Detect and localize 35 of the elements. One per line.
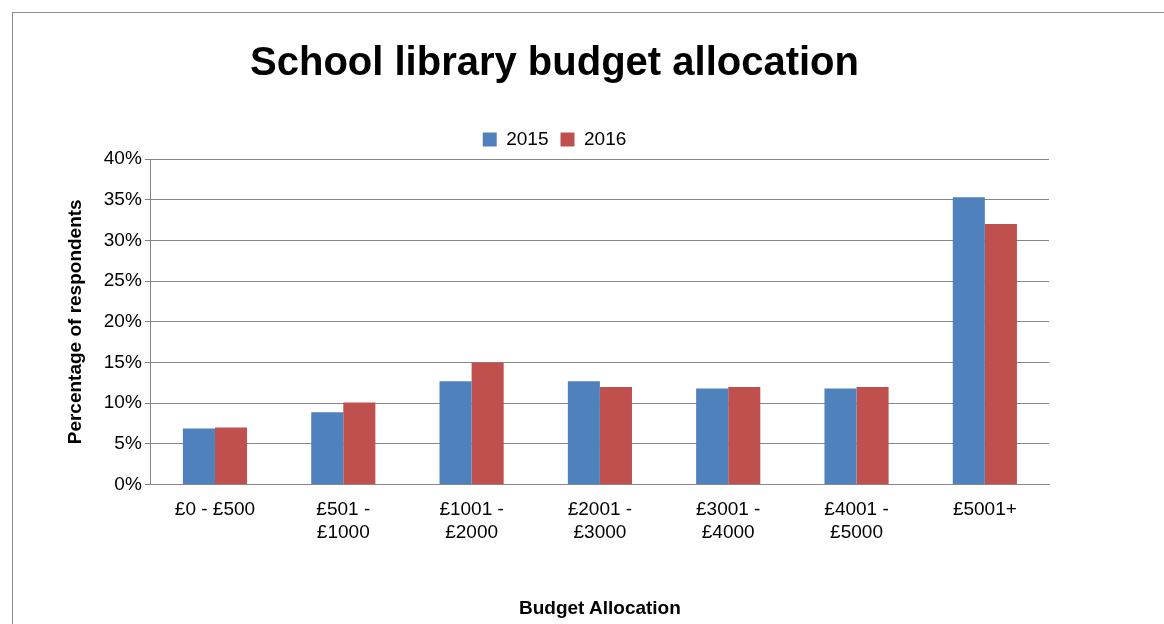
bar bbox=[952, 197, 985, 485]
bar bbox=[984, 224, 1017, 485]
y-tick-label: 0% bbox=[114, 472, 142, 494]
y-tick-label: 5% bbox=[114, 432, 142, 454]
y-tick-label: 20% bbox=[103, 310, 142, 332]
y-tick-label: 30% bbox=[103, 228, 142, 250]
bar bbox=[856, 386, 889, 485]
bar bbox=[439, 381, 472, 485]
y-tick-label: 35% bbox=[103, 187, 142, 209]
bar bbox=[599, 386, 632, 485]
x-tick-label: £1001 - £2000 bbox=[439, 498, 504, 543]
bar bbox=[696, 388, 729, 485]
bar bbox=[728, 386, 761, 485]
bar bbox=[824, 388, 857, 485]
x-tick-label: £501 - £1000 bbox=[316, 498, 371, 543]
bar bbox=[343, 402, 376, 485]
y-tick-label: 25% bbox=[103, 269, 142, 291]
x-tick-label: £3001 - £4000 bbox=[696, 498, 761, 543]
y-tick-label: 15% bbox=[103, 350, 142, 372]
y-tick-label: 10% bbox=[103, 391, 142, 413]
x-tick-label: £0 - £500 bbox=[174, 498, 256, 520]
bar bbox=[311, 412, 344, 485]
y-tick-label: 40% bbox=[103, 147, 142, 169]
x-tick-label: £2001 - £3000 bbox=[567, 498, 633, 543]
bar bbox=[471, 362, 504, 485]
y-axis-title: Percentage of respondents bbox=[63, 199, 85, 445]
x-tick-label: £4001 - £5000 bbox=[824, 498, 889, 543]
chart-title: School library budget allocation bbox=[250, 39, 859, 84]
legend-label: 2016 bbox=[584, 127, 627, 149]
bar bbox=[214, 427, 248, 485]
legend-label: 2015 bbox=[506, 127, 549, 149]
x-axis-title: Budget Allocation bbox=[518, 596, 681, 618]
bar bbox=[567, 381, 600, 485]
bar bbox=[182, 428, 215, 485]
x-tick-label: £5001+ bbox=[952, 498, 1017, 520]
